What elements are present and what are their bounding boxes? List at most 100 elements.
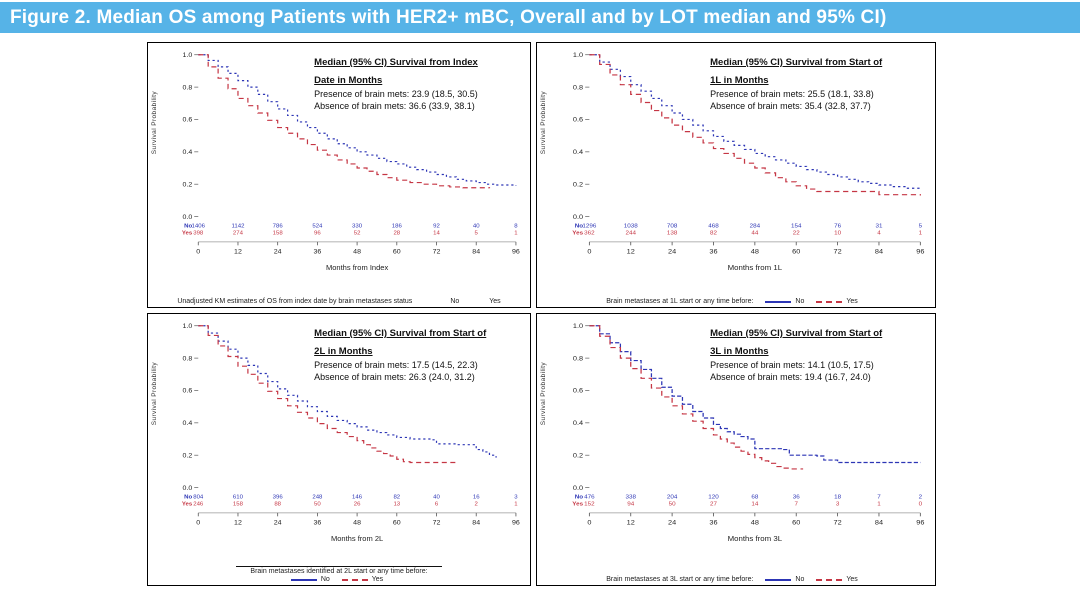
risk-count: 1142 <box>231 223 244 229</box>
panel-footnote: Brain metastases at 1L start or any time… <box>543 298 929 305</box>
risk-count: 18 <box>834 494 842 500</box>
risk-count: 154 <box>791 223 802 229</box>
risk-row-label: No <box>184 223 192 229</box>
x-tick-label: 12 <box>234 249 242 256</box>
risk-count: 36 <box>793 494 801 500</box>
risk-count: 40 <box>473 223 480 229</box>
x-tick-label: 36 <box>709 248 717 256</box>
legend-label: No <box>795 298 805 305</box>
risk-count: 1038 <box>624 223 639 229</box>
risk-count: 146 <box>352 494 363 500</box>
risk-count: 52 <box>354 231 361 237</box>
figure-title: Figure 2. Median OS among Patients with … <box>10 7 887 28</box>
risk-count: 7 <box>877 494 881 500</box>
footnote-legend: No Yes <box>761 576 865 583</box>
y-tick-label: 0.6 <box>573 387 583 395</box>
risk-count: 26 <box>354 502 361 508</box>
risk-count: 94 <box>627 502 635 508</box>
risk-count: 22 <box>793 231 801 237</box>
risk-count: 50 <box>314 502 321 508</box>
x-tick-label: 36 <box>313 249 321 256</box>
risk-count: 158 <box>233 502 244 508</box>
risk-count: 396 <box>273 494 284 500</box>
x-tick-label: 60 <box>393 520 401 527</box>
risk-count: 96 <box>314 231 321 237</box>
km-curve-yes <box>589 54 921 196</box>
risk-count: 708 <box>667 223 678 229</box>
y-tick-label: 0.0 <box>573 484 583 492</box>
stats-title: Median (95% CI) Survival from Start of 2… <box>314 323 523 359</box>
stats-title-line-2: 3L in Months <box>710 346 769 357</box>
x-tick-label: 96 <box>512 249 520 256</box>
risk-count: 786 <box>273 223 284 229</box>
km-panel-index: 1.0 0.8 0.6 0.4 0.2 0.0 0 12 24 36 48 60 72 84 96 No 140… <box>147 42 531 308</box>
x-tick-label: 84 <box>472 249 480 256</box>
risk-count: 68 <box>751 494 759 500</box>
median-stats-box: Median (95% CI) Survival from Start of 2… <box>314 323 523 383</box>
km-curve-yes <box>198 325 457 464</box>
x-tick-label: 24 <box>668 519 676 527</box>
legend-dashed-line-swatch <box>816 300 843 303</box>
stat-line-presence: Presence of brain mets: 14.1 (10.5, 17.5… <box>710 360 874 370</box>
risk-count: 2 <box>919 494 923 500</box>
x-tick-label: 60 <box>393 249 401 256</box>
stats-title: Median (95% CI) Survival from Start of 1… <box>710 52 928 88</box>
x-tick-label: 96 <box>916 519 924 527</box>
x-tick-label: 24 <box>274 520 282 527</box>
x-tick-label: 48 <box>751 519 759 527</box>
y-tick-label: 0.2 <box>573 181 583 189</box>
legend-label: Yes <box>846 298 858 305</box>
legend-solid-line-swatch <box>290 578 317 581</box>
median-stats-box: Median (95% CI) Survival from Start of 1… <box>710 52 928 112</box>
risk-count: 330 <box>352 223 363 229</box>
x-tick-label: 72 <box>433 520 441 527</box>
km-curve-no <box>198 325 497 458</box>
footnote-legend: No Yes <box>287 576 391 583</box>
panel-footnote: Brain metastases identified at 2L start … <box>154 566 524 583</box>
stats-title-line-2: Date in Months <box>314 75 383 86</box>
stats-title-line-1: Median (95% CI) Survival from Start of <box>710 328 883 339</box>
y-tick-label: 1.0 <box>573 322 583 330</box>
risk-count: 14 <box>751 502 759 508</box>
risk-count: 468 <box>708 223 719 229</box>
risk-count: 398 <box>193 231 204 237</box>
risk-count: 82 <box>710 231 718 237</box>
x-tick-label: 36 <box>709 519 717 527</box>
km-curve-yes <box>198 54 491 189</box>
risk-row-label: Yes <box>572 502 583 508</box>
legend-dashed-line-swatch <box>341 578 368 581</box>
km-curve-no <box>198 54 517 186</box>
km-panel-2l: 1.0 0.8 0.6 0.4 0.2 0.0 0 12 24 36 48 60 72 84 96 No 804… <box>147 313 531 586</box>
stat-line-absence: Absence of brain mets: 36.6 (33.9, 38.1) <box>314 101 475 112</box>
risk-count: 2 <box>475 502 478 508</box>
stat-line-absence: Absence of brain mets: 19.4 (16.7, 24.0) <box>710 372 871 383</box>
x-tick-label: 0 <box>587 519 591 527</box>
stat-line-absence: Absence of brain mets: 26.3 (24.0, 31.2) <box>314 372 475 383</box>
risk-count: 138 <box>667 231 678 237</box>
legend-label: Yes <box>846 576 858 583</box>
risk-count: 1 <box>877 502 881 508</box>
km-curve-no <box>589 54 921 190</box>
footnote-legend: No Yes <box>761 298 865 305</box>
km-curve-no <box>589 325 921 464</box>
x-tick-label: 96 <box>512 520 520 527</box>
x-tick-label: 84 <box>875 519 883 527</box>
risk-count: 1 <box>514 231 518 237</box>
y-tick-label: 0.8 <box>182 84 192 91</box>
x-tick-label: 12 <box>627 519 635 527</box>
risk-count: 0 <box>919 502 923 508</box>
risk-count: 31 <box>875 223 883 229</box>
footnote-text: Unadjusted KM estimates of OS from index… <box>177 298 413 305</box>
y-tick-label: 0.8 <box>573 84 583 92</box>
x-tick-label: 12 <box>234 520 242 527</box>
x-tick-label: 96 <box>916 248 924 256</box>
x-tick-label: 84 <box>472 520 480 527</box>
stats-title: Median (95% CI) Survival from Start of 3… <box>710 323 928 359</box>
risk-count: 6 <box>435 502 439 508</box>
risk-count: 27 <box>710 502 718 508</box>
stats-title-line-1: Median (95% CI) Survival from Start of <box>710 57 883 68</box>
